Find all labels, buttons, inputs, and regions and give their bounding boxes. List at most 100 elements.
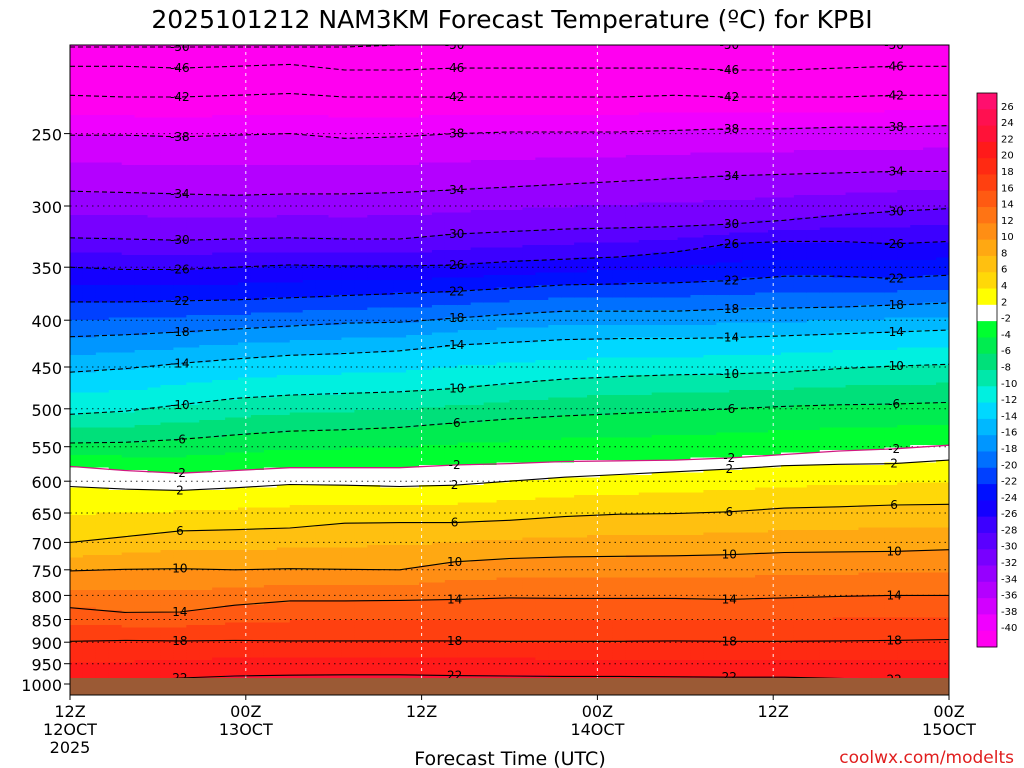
temperature-cell — [147, 285, 162, 289]
temperature-cell — [134, 530, 149, 534]
temperature-cell — [82, 295, 97, 299]
temperature-cell — [134, 670, 149, 674]
temperature-cell — [160, 475, 175, 479]
temperature-cell — [147, 602, 162, 606]
temperature-cell — [147, 275, 162, 279]
temperature-cell — [186, 347, 200, 351]
temperature-cell — [108, 627, 123, 631]
temperature-cell — [134, 647, 149, 651]
temperature-cell — [173, 232, 187, 236]
temperature-cell — [70, 462, 84, 466]
temperature-cell — [108, 132, 123, 136]
temperature-cell — [160, 275, 175, 279]
temperature-cell — [95, 275, 110, 279]
temperature-cell — [134, 122, 149, 126]
temperature-cell — [134, 67, 149, 71]
temperature-cell — [160, 455, 175, 459]
temperature-cell — [108, 170, 123, 174]
temperature-cell — [95, 522, 110, 526]
temperature-cell — [160, 380, 175, 384]
temperature-cell — [108, 320, 123, 324]
temperature-cell — [95, 105, 110, 109]
temperature-cell — [147, 195, 162, 199]
temperature-cell — [134, 600, 149, 604]
temperature-cell — [134, 252, 149, 256]
temperature-cell — [95, 512, 110, 516]
temperature-cell — [147, 527, 162, 531]
temperature-cell — [147, 482, 162, 486]
temperature-cell — [134, 152, 149, 156]
temperature-cell — [82, 472, 97, 476]
temperature-cell — [121, 515, 136, 519]
temperature-cell — [173, 452, 187, 456]
temperature-cell — [108, 420, 123, 424]
temperature-cell — [147, 547, 162, 551]
temperature-cell — [186, 365, 200, 369]
temperature-cell — [134, 290, 149, 294]
temperature-cell — [121, 467, 136, 471]
temperature-cell — [160, 650, 175, 654]
temperature-cell — [95, 187, 110, 191]
temperature-cell — [160, 345, 175, 349]
temperature-cell — [147, 217, 162, 221]
temperature-cell — [160, 560, 175, 564]
temperature-cell — [108, 550, 123, 554]
temperature-cell — [134, 60, 149, 64]
temperature-cell — [95, 110, 110, 114]
temperature-cell — [95, 175, 110, 179]
temperature-cell — [121, 307, 136, 311]
temperature-cell — [70, 147, 84, 151]
temperature-cell — [121, 615, 136, 619]
temperature-cell — [134, 300, 149, 304]
temperature-cell — [134, 172, 149, 176]
temperature-cell — [147, 640, 162, 644]
temperature-cell — [186, 77, 200, 81]
temperature-cell — [173, 207, 187, 211]
temperature-cell — [108, 517, 123, 521]
temperature-cell — [134, 292, 149, 296]
temperature-cell — [82, 380, 97, 384]
temperature-cell — [160, 50, 175, 54]
temperature-cell — [70, 67, 84, 71]
temperature-cell — [147, 347, 162, 351]
temperature-cell — [108, 425, 123, 429]
temperature-cell — [186, 170, 200, 174]
temperature-cell — [134, 105, 149, 109]
temperature-cell — [186, 395, 200, 399]
temperature-cell — [160, 550, 175, 554]
temperature-cell — [70, 382, 84, 386]
temperature-cell — [160, 537, 175, 541]
temperature-cell — [160, 195, 175, 199]
temperature-cell — [134, 272, 149, 276]
temperature-cell — [147, 215, 162, 219]
temperature-cell — [70, 502, 84, 506]
temperature-cell — [160, 250, 175, 254]
temperature-cell — [108, 480, 123, 484]
temperature-cell — [147, 447, 162, 451]
temperature-cell — [121, 260, 136, 264]
temperature-cell — [147, 277, 162, 281]
temperature-cell — [186, 325, 200, 329]
temperature-cell — [70, 392, 84, 396]
temperature-cell — [82, 312, 97, 316]
temperature-cell — [134, 430, 149, 434]
temperature-cell — [70, 380, 84, 384]
temperature-cell — [82, 362, 97, 366]
temperature-cell — [82, 532, 97, 536]
temperature-cell — [108, 175, 123, 179]
temperature-cell — [121, 285, 136, 289]
temperature-cell — [147, 345, 162, 349]
temperature-cell — [95, 250, 110, 254]
temperature-cell — [147, 260, 162, 264]
temperature-cell — [121, 542, 136, 546]
temperature-cell — [134, 535, 149, 539]
temperature-cell — [121, 227, 136, 231]
temperature-cell — [108, 247, 123, 251]
temperature-cell — [108, 477, 123, 481]
temperature-cell — [70, 672, 84, 676]
temperature-cell — [147, 282, 162, 286]
temperature-cell — [82, 70, 97, 74]
temperature-cell — [147, 545, 162, 549]
temperature-cell — [121, 180, 136, 184]
temperature-cell — [186, 250, 200, 254]
